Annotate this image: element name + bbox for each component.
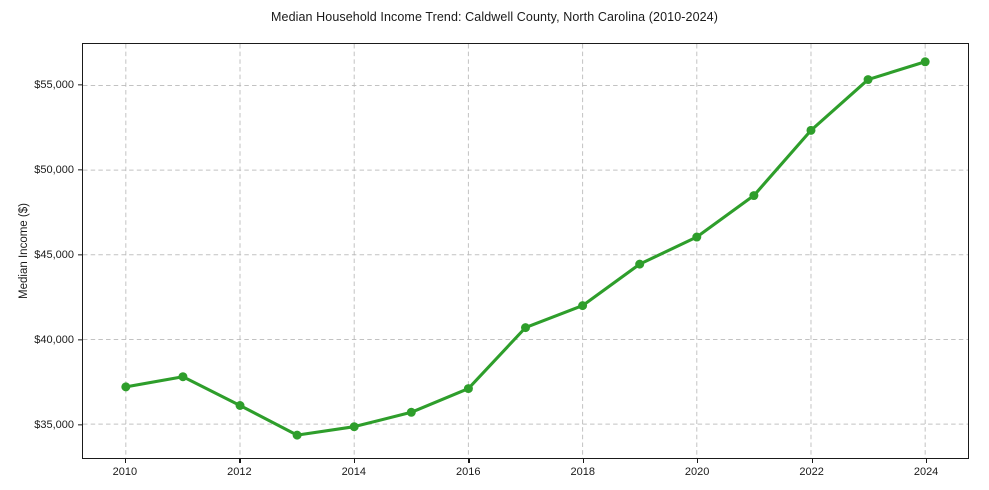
x-axis-tick-mark xyxy=(468,459,470,463)
x-axis-tick-label: 2014 xyxy=(341,466,367,478)
data-point xyxy=(235,401,245,410)
data-point xyxy=(749,191,759,201)
x-axis-tick-label: 2012 xyxy=(227,466,252,478)
x-axis-tick-mark xyxy=(124,459,127,463)
y-axis-tick-label: $45,000 xyxy=(34,248,74,261)
data-point xyxy=(920,57,930,67)
data-point xyxy=(406,407,416,417)
data-point xyxy=(521,323,530,333)
y-axis-tick-mark xyxy=(78,254,82,256)
x-axis-tick-mark xyxy=(811,459,813,463)
x-axis-tick-mark xyxy=(353,459,356,463)
data-point xyxy=(349,422,359,432)
x-axis-tick-label: 2024 xyxy=(913,466,939,478)
x-axis-tick-label: 2016 xyxy=(456,466,481,478)
x-axis-tick-label: 2018 xyxy=(570,466,595,478)
chart-title: Median Household Income Trend: Caldwell … xyxy=(271,10,718,24)
data-point xyxy=(806,125,816,135)
data-point xyxy=(121,382,131,392)
x-axis-tick-label: 2020 xyxy=(684,466,710,478)
plot-area xyxy=(82,43,969,459)
y-axis-tick-mark xyxy=(78,339,82,341)
y-axis-tick-mark xyxy=(78,169,82,171)
y-axis-tick-mark xyxy=(78,424,82,426)
y-axis-tick-label: $40,000 xyxy=(34,333,74,346)
series-layer xyxy=(121,57,930,440)
y-axis-tick-mark xyxy=(78,84,82,86)
x-axis-tick-mark xyxy=(582,459,585,463)
x-axis-tick-mark xyxy=(926,459,928,463)
data-point xyxy=(292,430,302,440)
y-axis-tick-label: $55,000 xyxy=(34,78,74,91)
x-axis-tick-label: 2010 xyxy=(112,466,138,478)
y-axis-tick-label: $50,000 xyxy=(34,163,74,176)
data-point xyxy=(863,75,873,85)
data-point xyxy=(578,301,588,311)
x-axis-tick-mark xyxy=(697,459,699,463)
y-axis-tick-label: $35,000 xyxy=(34,418,74,431)
data-line-median-income xyxy=(124,60,927,437)
x-axis-tick-mark xyxy=(239,459,241,463)
data-point xyxy=(463,384,473,394)
data-point xyxy=(178,372,188,382)
x-axis-tick-label: 2022 xyxy=(799,466,824,478)
data-point xyxy=(692,232,702,242)
grid-layer xyxy=(83,44,968,458)
data-point xyxy=(635,259,645,269)
